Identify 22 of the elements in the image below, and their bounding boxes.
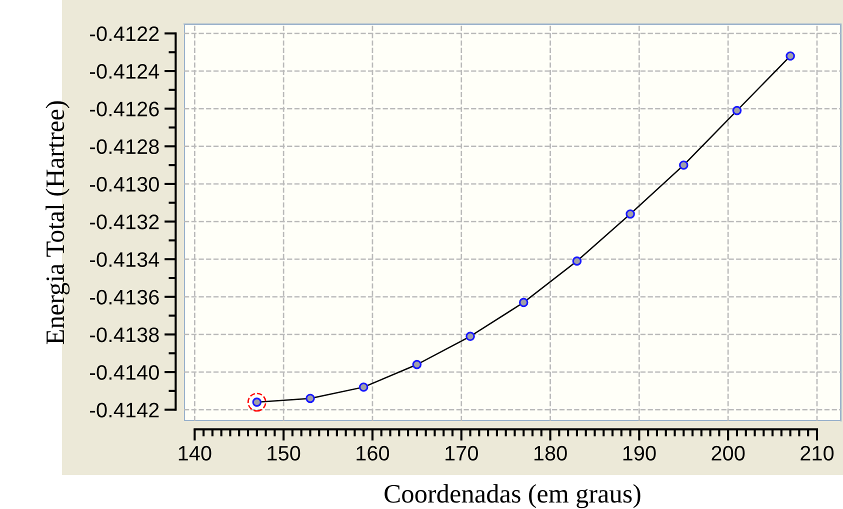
x-tick-label: 160 <box>356 446 390 461</box>
x-tick-label: 140 <box>178 446 212 461</box>
y-tick-label: -0.4128 <box>90 139 159 154</box>
x-tick-label: 180 <box>534 446 567 461</box>
x-tick-label: 170 <box>446 446 478 461</box>
y-tick-label: -0.4138 <box>90 327 159 342</box>
y-tick-label: -0.4126 <box>90 102 159 116</box>
y-tick-label: -0.4140 <box>90 365 159 380</box>
y-tick-label: -0.4132 <box>90 214 159 230</box>
y-axis-title: Energia Total (Hartree) <box>46 101 70 344</box>
y-tick-label: -0.4136 <box>90 290 159 305</box>
x-tick-label: 210 <box>800 446 834 461</box>
y-tick-label: -0.4122 <box>90 26 159 42</box>
x-tick-label: 190 <box>623 446 656 461</box>
x-tick-label: 150 <box>268 446 300 461</box>
y-tick-label: -0.4130 <box>90 176 159 192</box>
point <box>247 392 266 412</box>
y-tick-label: -0.4142 <box>90 402 159 418</box>
x-axis-title: Coordenadas (em graus) <box>384 484 640 508</box>
y-tick-label: -0.4134 <box>90 252 160 267</box>
y-tick-label: -0.4124 <box>90 64 160 79</box>
x-tick-label: 200 <box>712 446 745 461</box>
